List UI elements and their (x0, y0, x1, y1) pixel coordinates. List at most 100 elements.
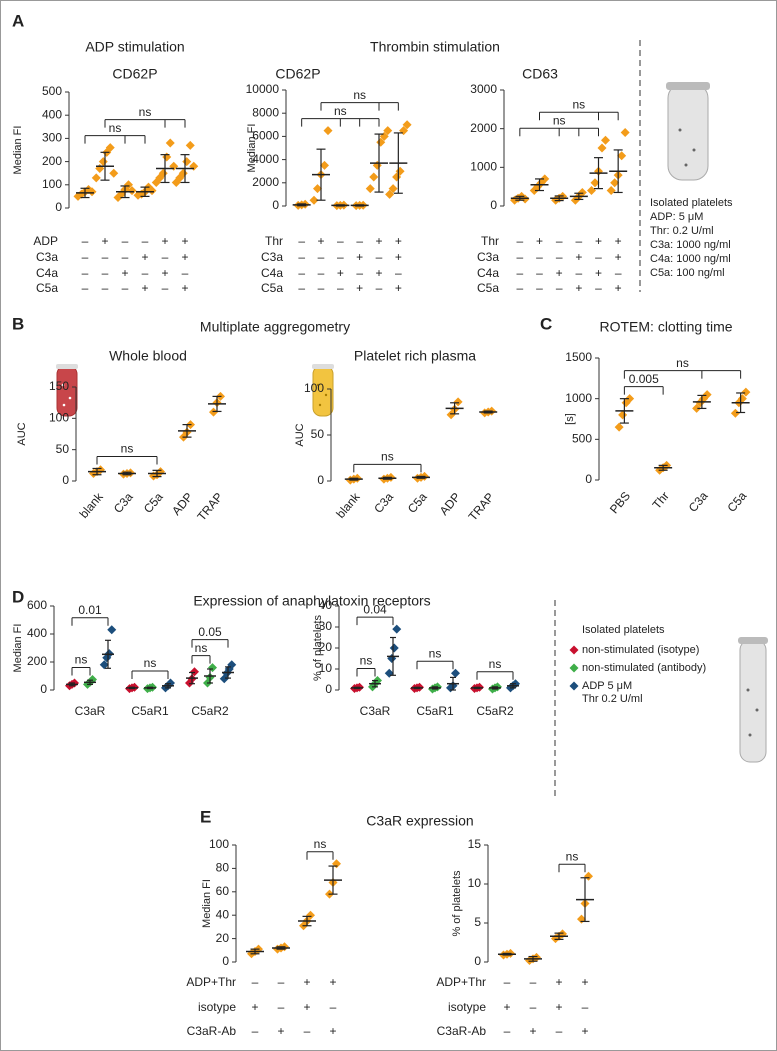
data-point (601, 135, 610, 145)
y-tick-label: 400 (42, 107, 62, 121)
data-point (388, 184, 398, 194)
condition-sign: – (556, 1024, 563, 1038)
bracket-label: ns (144, 656, 157, 670)
y-axis-label: % of platelets (451, 870, 463, 937)
x-tick-label: C3a (111, 490, 136, 516)
condition-sign: – (582, 1000, 589, 1014)
condition-sign: – (516, 250, 523, 264)
y-tick-label: 10 (468, 876, 482, 890)
condition-label: C3a (261, 250, 283, 264)
condition-label: ADP (33, 234, 58, 248)
condition-sign: + (141, 250, 148, 264)
y-axis-label: Median FI (12, 126, 24, 175)
condition-sign: – (162, 250, 169, 264)
condition-sign: – (536, 281, 543, 295)
bracket-label: ns (566, 849, 579, 863)
y-tick-label: 500 (572, 432, 592, 446)
tube-icon (312, 364, 334, 417)
panel-letter: C (540, 314, 552, 333)
condition-label: C5a (477, 281, 499, 295)
data-point (625, 394, 635, 404)
y-tick-label: 50 (56, 442, 70, 456)
data-point (451, 668, 460, 678)
x-tick-label: C5aR2 (191, 704, 229, 718)
panel-letter: A (12, 11, 24, 30)
condition-sign: – (516, 266, 523, 280)
data-point (372, 160, 382, 170)
condition-sign: + (555, 1000, 562, 1014)
condition-label: C4a (477, 266, 499, 280)
condition-sign: – (504, 1024, 511, 1038)
data-point (741, 387, 751, 397)
data-point (584, 871, 593, 881)
y-tick-label: 100 (209, 837, 229, 851)
condition-sign: + (395, 250, 402, 264)
bracket-label: ns (334, 104, 347, 118)
note-line: C3a: 1000 ng/ml (650, 239, 731, 251)
condition-sign: – (356, 266, 363, 280)
condition-sign: – (252, 1024, 259, 1038)
condition-sign: – (536, 250, 543, 264)
data-point (618, 410, 628, 420)
condition-sign: – (298, 281, 305, 295)
y-axis-label: [s] (564, 413, 576, 425)
x-tick-label: C3a (686, 489, 711, 515)
condition-sign: + (181, 250, 188, 264)
condition-sign: + (503, 1000, 510, 1014)
condition-label: ADP+Thr (436, 975, 486, 989)
condition-sign: + (121, 266, 128, 280)
condition-sign: + (317, 234, 324, 248)
condition-sign: – (318, 266, 325, 280)
condition-sign: – (182, 266, 189, 280)
data-point (610, 178, 620, 188)
condition-sign: – (556, 281, 563, 295)
data-point (387, 654, 397, 663)
condition-sign: + (581, 975, 588, 989)
data-point (169, 161, 179, 171)
legend-marker (569, 663, 579, 673)
tube-icon (666, 82, 710, 181)
x-tick-label: blank (77, 489, 107, 521)
y-tick-label: 0 (474, 954, 481, 968)
condition-sign: + (161, 266, 168, 280)
x-tick-label: C3aR (360, 704, 391, 718)
data-point (182, 157, 192, 167)
condition-sign: + (615, 234, 622, 248)
y-tick-label: 8000 (252, 105, 279, 119)
y-tick-label: 100 (304, 381, 324, 395)
condition-sign: – (102, 250, 109, 264)
data-point (87, 187, 97, 197)
condition-sign: + (529, 1024, 536, 1038)
condition-sign: – (298, 234, 305, 248)
legend-label: non-stimulated (isotype) (582, 644, 700, 656)
condition-sign: – (82, 250, 89, 264)
y-axis-label: Median FI (12, 624, 24, 673)
bracket-label: 0.05 (198, 625, 222, 639)
condition-sign: – (530, 1000, 537, 1014)
data-point (402, 120, 412, 130)
condition-sign: + (536, 234, 543, 248)
condition-label: C3aR-Ab (187, 1024, 237, 1038)
data-point (620, 128, 630, 138)
condition-sign: + (181, 281, 188, 295)
y-tick-label: 0 (40, 682, 47, 696)
y-tick-label: 4000 (252, 152, 279, 166)
condition-sign: + (303, 975, 310, 989)
condition-sign: + (575, 250, 582, 264)
condition-sign: – (330, 1000, 337, 1014)
y-axis-label: AUC (16, 422, 28, 445)
y-axis-label: AUC (294, 423, 306, 446)
y-tick-label: 0 (62, 473, 69, 487)
condition-label: ADP+Thr (186, 975, 236, 989)
y-tick-label: 600 (27, 598, 47, 612)
condition-sign: – (122, 250, 129, 264)
y-tick-label: 20 (216, 931, 230, 945)
condition-sign: + (575, 281, 582, 295)
panel-letter: E (200, 807, 211, 826)
chart-title: CD62P (112, 66, 157, 82)
data-point (105, 143, 115, 153)
bracket-label: 0.005 (629, 372, 659, 386)
legend-marker (569, 645, 579, 655)
condition-sign: – (142, 266, 149, 280)
